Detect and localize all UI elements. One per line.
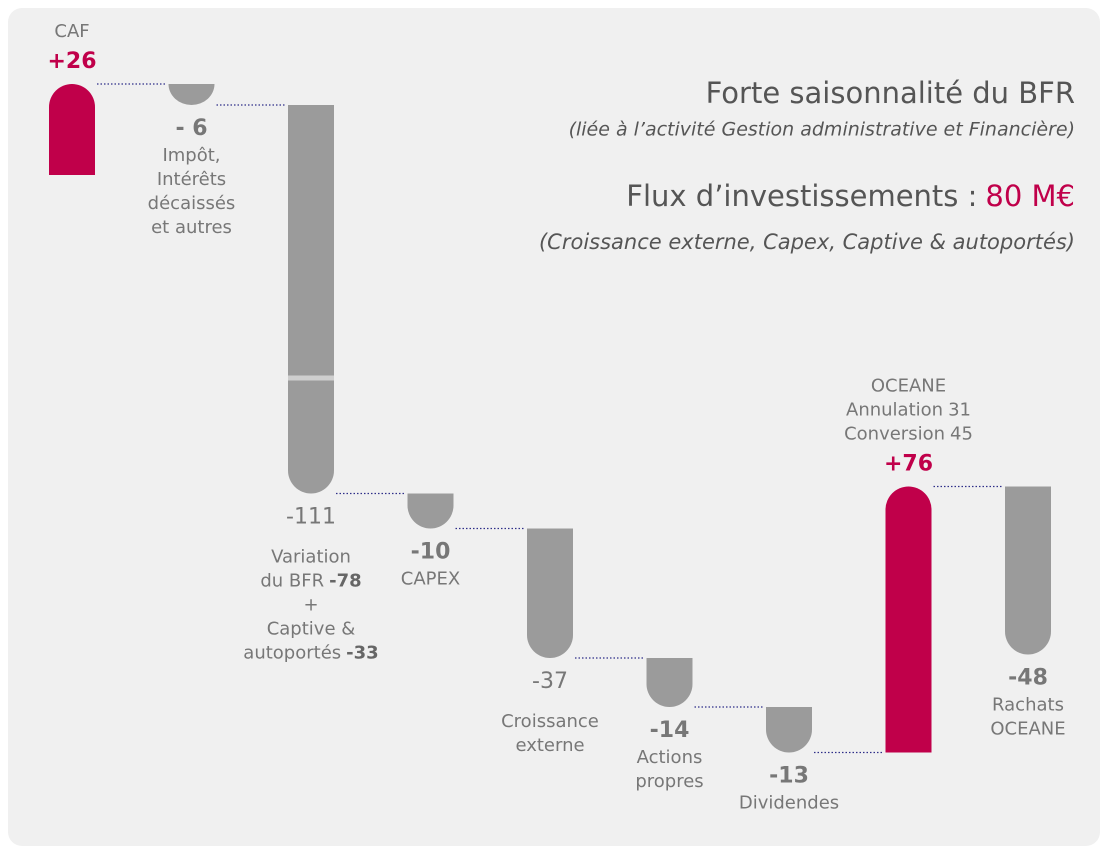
investment-line: Flux d’investissements :80 M€ [626,179,1075,213]
bar [766,707,812,753]
category-label: Actions [637,747,703,768]
panel [8,8,1100,846]
category-label: Annulation 31 [846,400,971,421]
chart-title: Forte saisonnalité du BFR [706,76,1075,110]
category-label-value: -33 [346,643,379,664]
category-label: Intérêts [157,169,226,190]
category-label-value: -78 [329,571,362,592]
bar [1005,486,1051,655]
category-label: autoportés -33 [243,643,378,664]
bar [288,105,334,494]
category-label: externe [515,735,584,756]
category-label-value: 45 [950,424,973,445]
bar [527,528,573,658]
category-label: Impôt, [162,145,220,166]
value-label: -111 [286,505,336,530]
value-label: -37 [532,669,568,694]
category-label: CAF [54,21,89,42]
category-label: Conversion 45 [844,424,973,445]
category-label-text: Annulation [846,400,943,421]
category-label: décaissés [148,193,236,214]
value-label: -10 [411,540,451,565]
investment-note: (Croissance externe, Capex, Captive & au… [539,230,1075,254]
value-label: +76 [884,452,933,477]
value-label: -14 [650,718,690,743]
category-label: propres [635,771,703,792]
investment-label: Flux d’investissements : [626,179,977,213]
category-label: et autres [151,217,232,238]
investment-value: 80 M€ [985,179,1075,213]
bar [168,84,215,105]
value-label: -48 [1008,666,1048,691]
value-label: - 6 [175,116,207,141]
category-label: + [303,595,318,616]
bar [885,486,932,753]
category-label: Croissance [501,711,599,732]
bar [407,493,454,529]
category-label-text: Conversion [844,424,945,445]
value-label: +26 [47,49,96,74]
category-label-text: du BFR [260,571,324,592]
value-label: -13 [769,764,809,789]
category-label: du BFR -78 [260,571,361,592]
category-label: CAPEX [401,569,460,590]
category-label: Variation [271,547,351,568]
category-label: Captive & [267,619,356,640]
chart-subtitle: (liée à l’activité Gestion administrativ… [569,119,1075,141]
category-label: Rachats [992,695,1064,716]
bar [49,84,95,175]
category-label-value: 31 [948,400,971,421]
category-label: Dividendes [739,793,839,814]
bar [646,658,693,708]
category-label: OCEANE [990,719,1065,740]
category-label: OCEANE [871,376,946,397]
category-label-text: autoportés [243,643,341,664]
